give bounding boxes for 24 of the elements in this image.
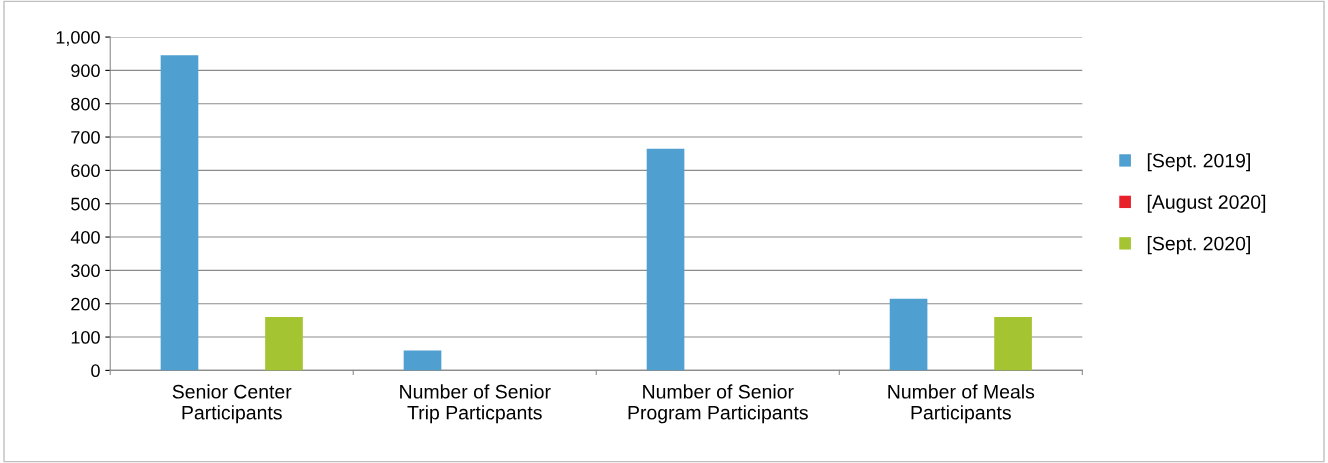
bar xyxy=(994,317,1032,371)
y-tick-label: 300 xyxy=(71,264,100,278)
y-tick-label: 200 xyxy=(71,297,100,311)
bar xyxy=(160,55,199,371)
y-tick-label: 100 xyxy=(71,331,100,344)
x-tick-label: Senior Center Participants xyxy=(172,384,292,424)
legend-label: [Sept. 2019] xyxy=(1147,153,1250,172)
y-tick-label: 900 xyxy=(71,64,100,78)
y-tick-label: 0 xyxy=(91,364,100,378)
y-tick-label: 1,000 xyxy=(56,30,100,46)
y-tick-label: 700 xyxy=(71,130,100,144)
x-tick-label: Number of Meals Participants xyxy=(888,384,1035,424)
legend-label: [August 2020] xyxy=(1147,194,1266,213)
bar xyxy=(403,350,442,371)
x-tick-label: Number of Senior Program Participants xyxy=(628,384,808,424)
y-tick-label: 400 xyxy=(70,230,100,244)
y-tick-label: 800 xyxy=(71,97,100,111)
y-tick-label: 600 xyxy=(71,164,100,178)
x-tick-label: Number of Senior Trip Particpants xyxy=(400,384,551,424)
legend-label: [Sept. 2020] xyxy=(1147,236,1250,255)
bar xyxy=(265,317,303,371)
bar xyxy=(889,298,928,371)
bar xyxy=(646,148,685,371)
y-tick-label: 500 xyxy=(71,197,100,211)
